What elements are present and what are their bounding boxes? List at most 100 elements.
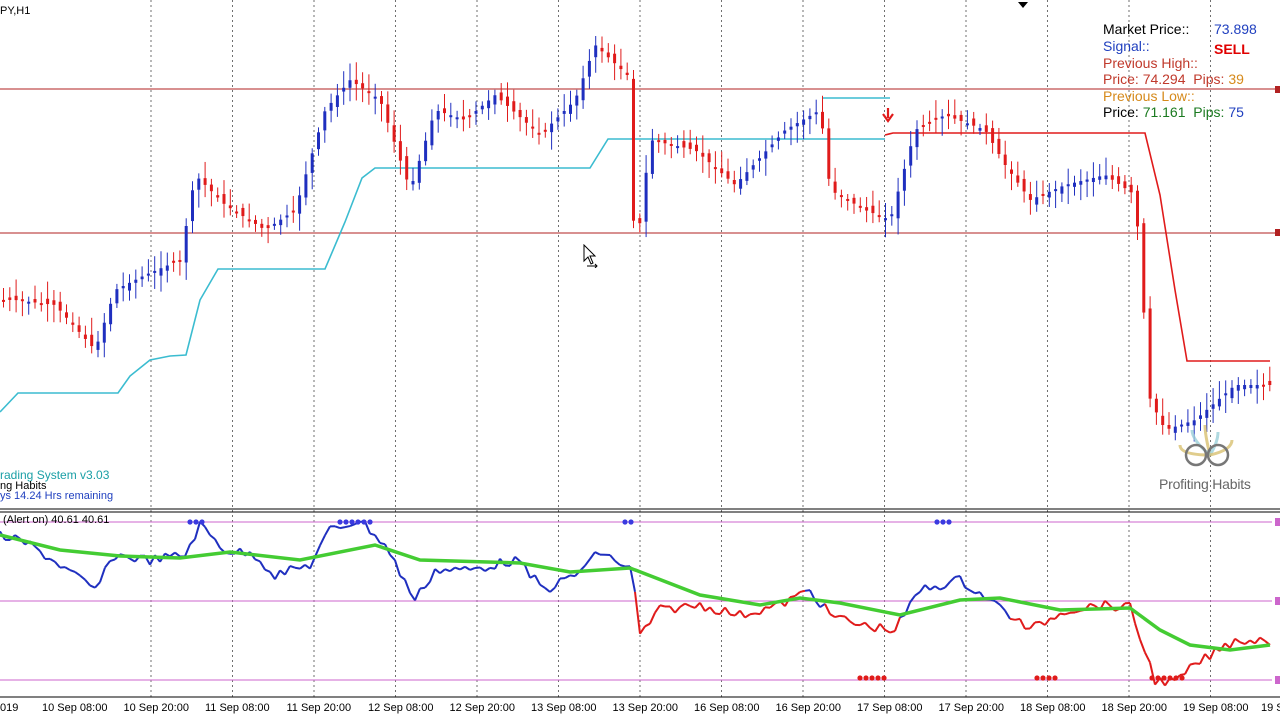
oscillator-segment bbox=[914, 591, 921, 597]
oscillator-segment bbox=[949, 576, 956, 583]
bull-candle bbox=[1047, 191, 1051, 198]
oscillator-segment bbox=[829, 613, 836, 618]
previous-high-pips: 39 bbox=[1228, 71, 1244, 87]
bear-candle bbox=[839, 195, 843, 198]
oscillator-dot bbox=[187, 519, 193, 525]
bull-candle bbox=[1104, 175, 1108, 180]
oscillator-segment bbox=[454, 566, 461, 571]
oscillator-segment bbox=[49, 558, 56, 563]
oscillator-segment bbox=[654, 604, 661, 614]
oscillator-segment bbox=[1239, 641, 1246, 646]
bear-candle bbox=[947, 113, 950, 117]
oscillator-dot bbox=[1179, 675, 1185, 681]
oscillator-signal-line bbox=[0, 533, 1271, 652]
oscillator-segment bbox=[1029, 621, 1036, 630]
oscillator-segment bbox=[409, 592, 416, 601]
bear-candle bbox=[380, 96, 383, 104]
bear-candle bbox=[638, 218, 642, 224]
bear-candle bbox=[959, 114, 963, 121]
bear-candle bbox=[1022, 178, 1026, 192]
bear-candle bbox=[1129, 184, 1133, 193]
oscillator-dot bbox=[940, 519, 946, 525]
oscillator-segment bbox=[749, 612, 756, 616]
bull-candle bbox=[1211, 404, 1215, 409]
bear-candle bbox=[1142, 223, 1146, 313]
bear-candle bbox=[991, 128, 995, 143]
time-axis-label: 10 Sep 08:00 bbox=[42, 702, 108, 714]
oscillator-segment bbox=[204, 526, 211, 536]
bear-candle bbox=[367, 91, 371, 94]
oscillator-segment bbox=[1039, 621, 1046, 626]
time-axis-label: 11 Sep 20:00 bbox=[286, 702, 352, 714]
bear-candle bbox=[386, 104, 390, 123]
oscillator-dot bbox=[881, 675, 887, 681]
signal-markers bbox=[882, 2, 1028, 123]
bull-candle bbox=[272, 223, 276, 226]
bull-candle bbox=[915, 129, 919, 148]
bear-candle bbox=[713, 167, 717, 170]
oscillator-segment bbox=[539, 583, 546, 589]
oscillator-segment bbox=[299, 564, 306, 570]
bear-candle bbox=[606, 52, 610, 58]
oscillator-segment bbox=[754, 612, 761, 616]
bull-candle bbox=[1217, 398, 1221, 407]
oscillator-segment bbox=[444, 568, 451, 573]
oscillator-segment bbox=[1159, 677, 1166, 687]
oscillator-segment bbox=[1199, 653, 1206, 665]
market-price-label: Market Price:: bbox=[1103, 21, 1190, 37]
oscillator-segment bbox=[1229, 638, 1236, 649]
bear-candle bbox=[827, 128, 831, 179]
resistance-trend-line bbox=[884, 132, 1270, 362]
oscillator-segment bbox=[279, 569, 286, 576]
oscillator-dot bbox=[349, 519, 355, 525]
oscillator-segment bbox=[944, 581, 951, 589]
bull-candle bbox=[373, 96, 377, 99]
bear-candle bbox=[361, 83, 365, 89]
bull-candle bbox=[587, 60, 591, 77]
previous-low-price-label: Price: bbox=[1103, 104, 1139, 120]
bear-candle bbox=[726, 171, 730, 179]
bull-candle bbox=[1186, 422, 1190, 426]
bull-candle bbox=[965, 123, 969, 126]
oscillator-segment bbox=[619, 564, 626, 568]
bull-candle bbox=[474, 111, 478, 114]
oscillator-segment bbox=[214, 538, 221, 549]
oscillator-segment bbox=[404, 579, 411, 594]
oscillator-segment bbox=[439, 568, 446, 575]
oscillator-segment bbox=[864, 621, 871, 629]
oscillator-segment bbox=[694, 602, 701, 609]
oscillator-segment bbox=[284, 565, 291, 576]
bull-candle bbox=[1098, 176, 1102, 180]
oscillator-segment bbox=[434, 568, 441, 575]
time-axis-label: 18 Sep 20:00 bbox=[1101, 702, 1167, 714]
bear-candle bbox=[83, 334, 87, 339]
bull-candle bbox=[304, 174, 308, 198]
time-axis-label: 019 bbox=[0, 702, 19, 714]
oscillator-segment bbox=[64, 566, 71, 571]
oscillator-dot bbox=[863, 675, 869, 681]
oscillator-segment bbox=[704, 606, 711, 612]
oscillator-dot bbox=[1155, 675, 1161, 681]
bear-candle bbox=[707, 153, 711, 163]
oscillator-dot bbox=[1034, 675, 1040, 681]
bull-candle bbox=[940, 116, 944, 119]
oscillator-segment bbox=[674, 606, 681, 614]
bull-candle bbox=[279, 219, 283, 226]
oscillator-segment bbox=[954, 575, 961, 578]
bull-candle bbox=[1236, 385, 1240, 391]
bear-candle bbox=[405, 156, 409, 180]
oscillator-segment bbox=[839, 614, 846, 618]
time-axis-label: 13 Sep 08:00 bbox=[531, 702, 597, 714]
bear-candle bbox=[291, 210, 295, 213]
oscillator-dot bbox=[361, 519, 367, 525]
symbol-timeframe-label: PY,H1 bbox=[0, 5, 31, 17]
time-axis-label: 16 Sep 20:00 bbox=[775, 702, 841, 714]
bull-candle bbox=[430, 120, 434, 146]
oscillator-segment bbox=[874, 623, 881, 633]
bull-candle bbox=[1230, 387, 1234, 399]
bull-candle bbox=[644, 172, 648, 222]
oscillator-segment bbox=[164, 552, 171, 558]
oscillator-segment bbox=[489, 566, 496, 570]
bull-candle bbox=[140, 276, 144, 280]
bear-candle bbox=[701, 152, 705, 157]
